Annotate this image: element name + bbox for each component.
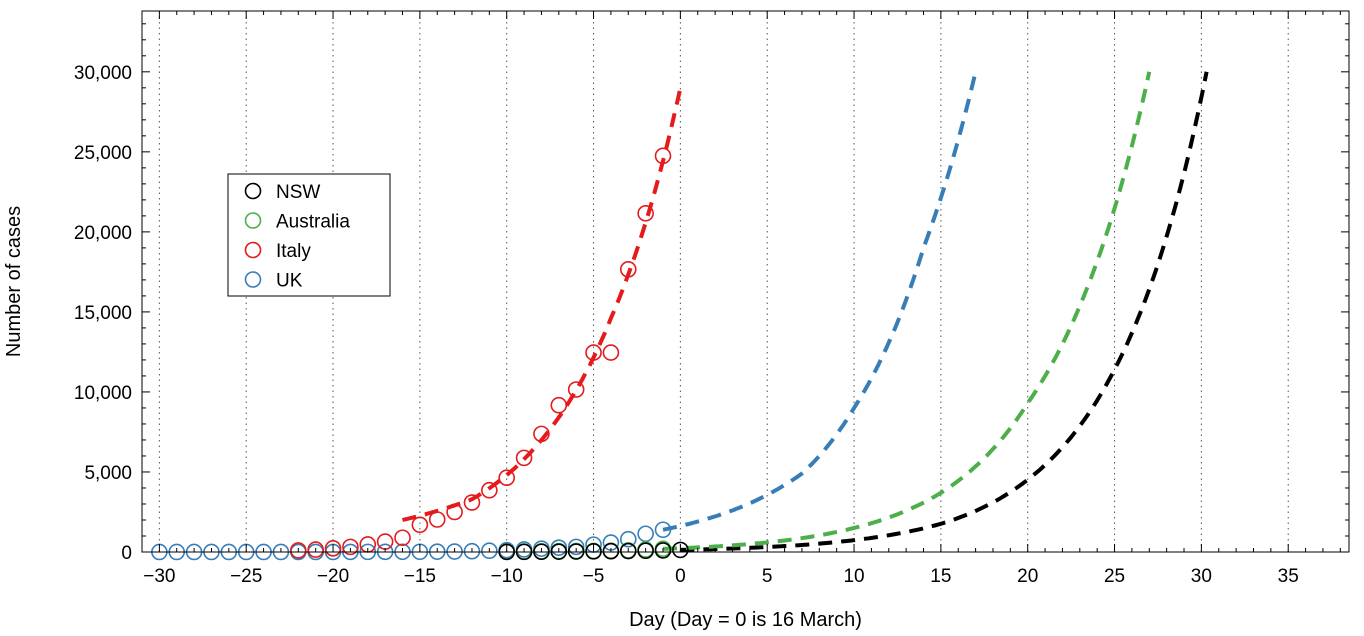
marker-nsw: [672, 541, 689, 559]
legend-marker-australia: [244, 212, 262, 229]
y-axis-label: Number of cases: [3, 206, 25, 357]
marker-italy: [654, 147, 672, 165]
marker-italy: [290, 542, 307, 559]
legend: NSW Australia Italy UK: [227, 173, 391, 297]
legend-marker-nsw: [244, 182, 262, 200]
fit-curve-uk: [662, 71, 978, 532]
legend-label-australia: Australia: [276, 212, 350, 233]
y-tick-label: 20,000: [74, 223, 132, 244]
marker-nsw: [654, 542, 672, 559]
x-tick-label: −15: [404, 566, 436, 587]
x-tick-label: −30: [143, 566, 175, 587]
y-tick-label: 10,000: [74, 383, 132, 404]
x-tick-label: 25: [1104, 566, 1125, 587]
plot-frame: [141, 10, 1350, 553]
marker-italy: [376, 533, 394, 550]
legend-label-uk: UK: [276, 271, 303, 292]
x-tick-label: 5: [762, 566, 773, 587]
legend-label-italy: Italy: [276, 241, 311, 262]
y-tick-label: 0: [121, 543, 132, 564]
x-tick-label: 15: [930, 566, 951, 587]
marker-italy: [411, 516, 429, 534]
marker-uk: [481, 542, 498, 560]
marker-italy: [567, 381, 585, 398]
marker-italy: [394, 529, 411, 547]
marker-italy: [637, 205, 654, 222]
x-tick-label: 20: [1017, 566, 1038, 587]
marker-italy: [585, 344, 602, 361]
fit-curve-australia: [662, 71, 1152, 551]
fit-curve-italy: [401, 87, 683, 522]
marker-italy: [498, 469, 516, 487]
marker-uk: [550, 539, 568, 556]
marker-italy: [463, 494, 481, 511]
x-tick-label: −10: [491, 566, 523, 587]
legend-box: [227, 173, 391, 297]
marker-italy: [619, 261, 637, 278]
marker-uk: [567, 538, 585, 556]
marker-italy: [602, 344, 620, 361]
marker-uk: [654, 521, 672, 539]
x-tick-label: 30: [1191, 566, 1212, 587]
legend-label-nsw: NSW: [276, 182, 320, 203]
legend-marker-uk: [244, 271, 262, 288]
y-tick-label: 5,000: [84, 463, 132, 484]
y-tick-label: 25,000: [74, 143, 132, 164]
x-tick-label: 35: [1278, 566, 1299, 587]
marker-nsw: [602, 542, 620, 560]
marker-italy: [342, 538, 359, 556]
marker-uk: [463, 542, 481, 560]
marker-italy: [533, 425, 550, 443]
legend-marker-italy: [244, 241, 262, 259]
marker-uk: [637, 525, 654, 543]
y-tick-label: 30,000: [74, 63, 132, 84]
marker-nsw: [637, 542, 654, 560]
marker-italy: [481, 481, 498, 499]
marker-uk: [619, 530, 637, 548]
marker-italy: [428, 511, 446, 528]
fit-curve-nsw: [680, 71, 1209, 552]
x-tick-label: 10: [843, 566, 864, 587]
y-tick-label: 15,000: [74, 303, 132, 324]
fit-curves: [401, 71, 1209, 552]
axis-ticks: −30 −25 −20 −15 −10 −5 0 5 10 15 20 25 30 35 0 5,000 10,…: [74, 11, 1349, 587]
x-tick-label: 0: [675, 566, 686, 587]
marker-italy: [446, 503, 463, 521]
marker-italy: [550, 396, 568, 414]
legend-items: NSW Australia Italy UK: [244, 182, 350, 292]
marker-italy: [515, 449, 533, 467]
marker-nsw: [619, 542, 637, 560]
x-tick-label: −5: [583, 566, 605, 587]
marker-nsw: [585, 543, 602, 560]
x-tick-label: −20: [317, 566, 349, 587]
marker-italy: [307, 541, 324, 558]
x-tick-label: −25: [230, 566, 262, 587]
marker-italy: [324, 540, 342, 557]
x-axis-label: Day (Day = 0 is 16 March): [629, 609, 862, 631]
